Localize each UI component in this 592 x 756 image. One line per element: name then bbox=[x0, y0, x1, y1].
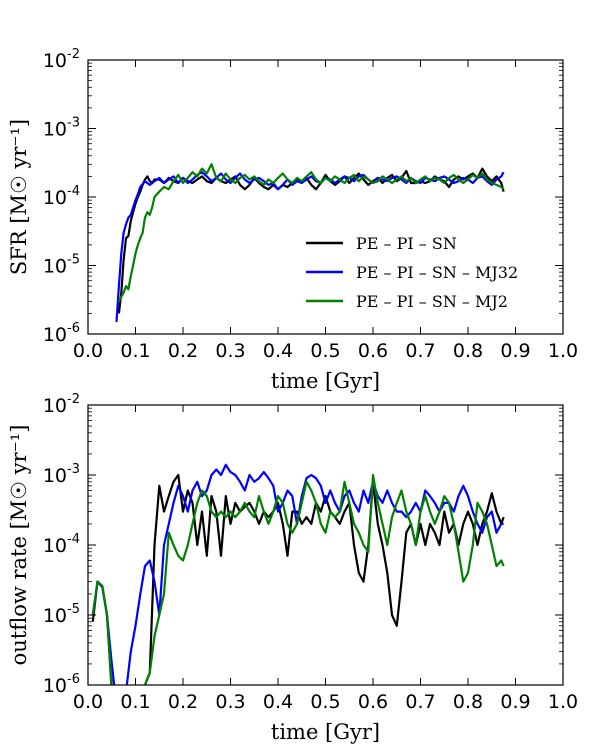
x-tick-label: 0.9 bbox=[500, 340, 530, 362]
y-tick-label: 10-5 bbox=[43, 253, 80, 278]
x-tick-label: 1.0 bbox=[548, 691, 578, 713]
legend: PE – PI – SN PE – PI – SN – MJ32 PE – PI –… bbox=[306, 234, 518, 311]
x-tick-label: 0.6 bbox=[358, 340, 388, 362]
y-tick-label: 10-6 bbox=[43, 321, 80, 346]
y-axis-label: SFR [M☉ yr⁻¹] bbox=[7, 119, 31, 275]
x-tick-label: 0.3 bbox=[215, 340, 245, 362]
panel-1: 0.0 0.1 0.2 0.3 0.4 0.5 0.6 0.7 0.8 0.9 1.0 10-6 10-… bbox=[7, 47, 578, 393]
x-tick-label: 0.8 bbox=[453, 691, 483, 713]
x-tick-label: 1.0 bbox=[548, 340, 578, 362]
x-tick-label: 0.6 bbox=[358, 691, 388, 713]
legend-label: PE – PI – SN bbox=[356, 234, 457, 253]
x-tick-label: 0.2 bbox=[168, 340, 198, 362]
x-tick-label: 0.5 bbox=[310, 691, 340, 713]
x-axis-label: time [Gyr] bbox=[271, 369, 380, 393]
y-tick-label: 10-4 bbox=[43, 184, 80, 209]
x-tick-label: 0.2 bbox=[168, 691, 198, 713]
x-tick-label: 0.5 bbox=[310, 340, 340, 362]
x-tick-label: 0.8 bbox=[453, 340, 483, 362]
y-axis-label: outflow rate [M☉ yr⁻¹] bbox=[7, 425, 31, 666]
y-tick-label: 10-4 bbox=[43, 532, 80, 557]
x-tick-label: 0.3 bbox=[215, 691, 245, 713]
x-tick-label: 0.4 bbox=[263, 340, 293, 362]
y-tick-label: 10-5 bbox=[43, 602, 80, 627]
x-tick-label: 0.0 bbox=[73, 340, 103, 362]
y-tick-label: 10-6 bbox=[43, 672, 80, 697]
series-line-3 bbox=[91, 473, 505, 685]
legend-label: PE – PI – SN – MJ2 bbox=[356, 292, 508, 311]
x-tick-label: 0.7 bbox=[405, 340, 435, 362]
legend-label: PE – PI – SN – MJ32 bbox=[356, 263, 518, 282]
x-tick-label: 0.4 bbox=[263, 691, 293, 713]
x-tick-label: 0.0 bbox=[73, 691, 103, 713]
x-axis-label: time [Gyr] bbox=[271, 720, 380, 744]
y-tick-label: 10-2 bbox=[43, 47, 80, 72]
x-tick-label: 0.1 bbox=[120, 340, 150, 362]
panel-2: 0.0 0.1 0.2 0.3 0.4 0.5 0.6 0.7 0.8 0.9 1.0 10-6 10-… bbox=[7, 392, 578, 744]
x-tick-label: 0.1 bbox=[120, 691, 150, 713]
x-tick-label: 0.7 bbox=[405, 691, 435, 713]
y-tick-label: 10-3 bbox=[43, 462, 80, 487]
y-tick-label: 10-2 bbox=[43, 392, 80, 417]
y-tick-label: 10-3 bbox=[43, 116, 80, 141]
x-tick-label: 0.9 bbox=[500, 691, 530, 713]
series-line-3 bbox=[117, 163, 505, 302]
